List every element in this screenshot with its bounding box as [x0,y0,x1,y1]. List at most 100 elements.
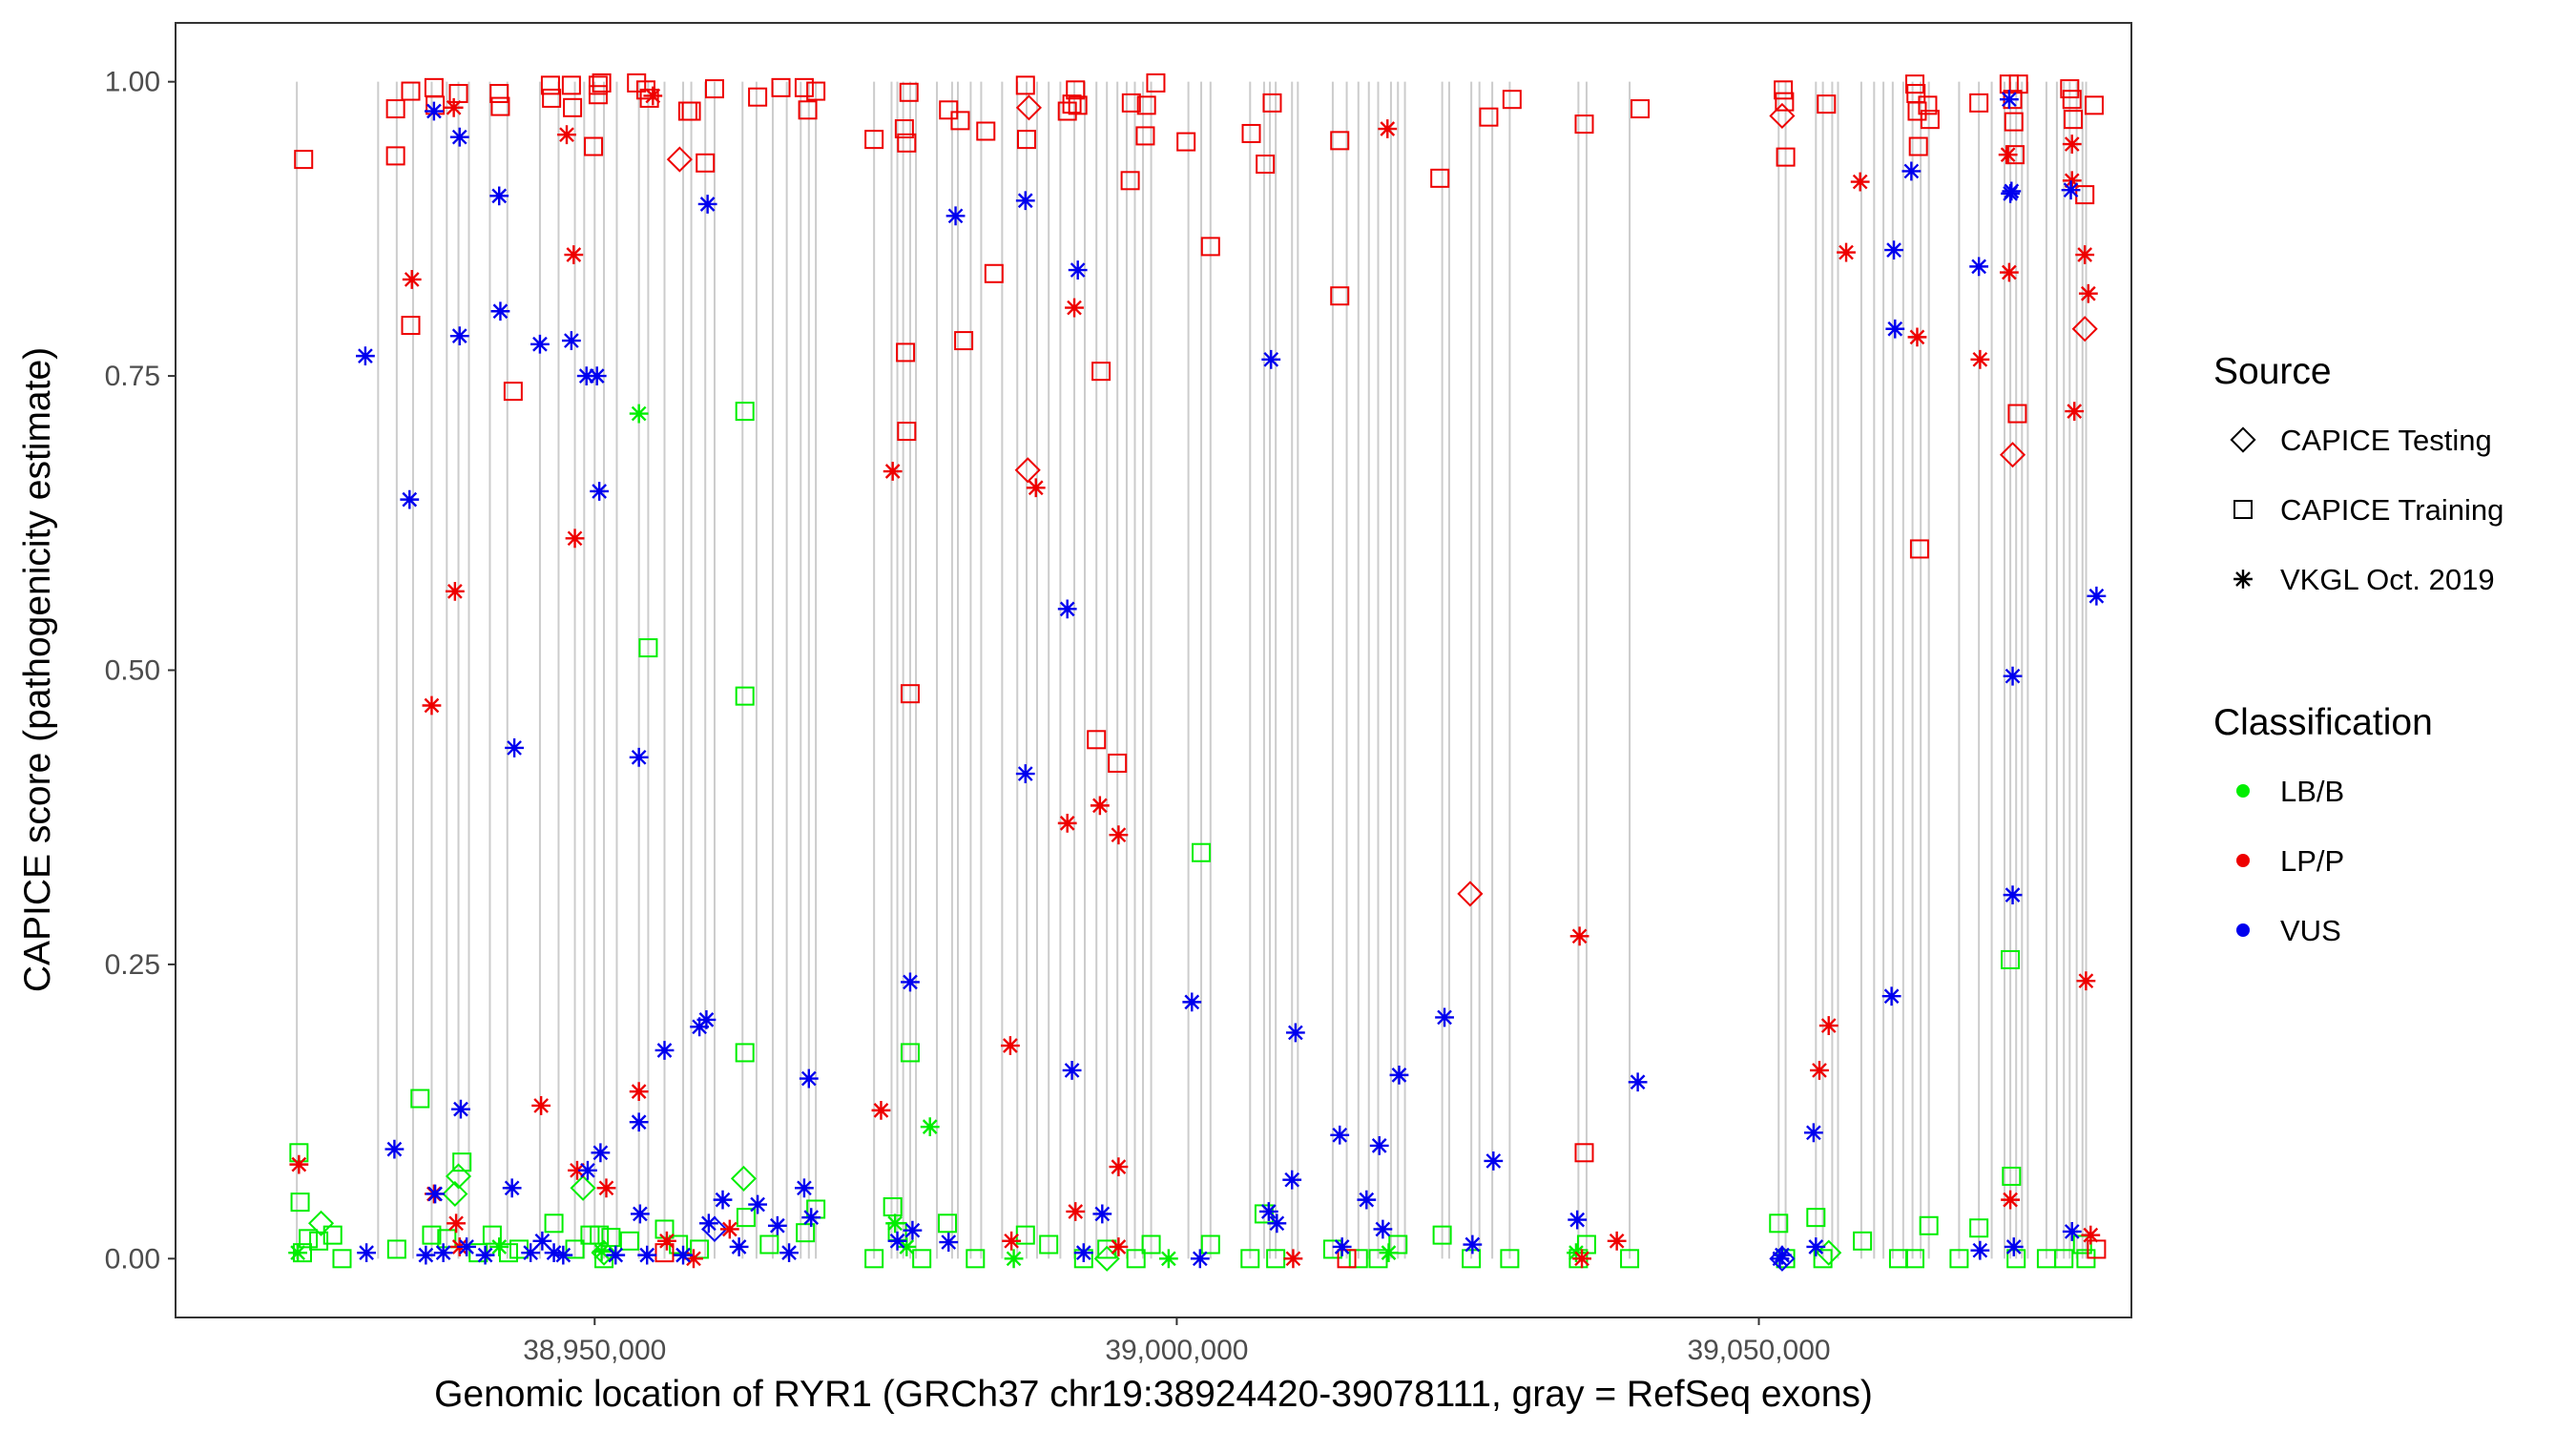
data-point-diamond-lpp [1015,94,1042,121]
data-point-square-lbb [1806,1208,1826,1228]
data-point-asterisk-vus [1484,1151,1504,1171]
data-point-square-lbb [386,1239,406,1259]
data-point-square-lbb [1192,842,1212,862]
data-point-square-lpp [894,119,914,139]
data-point-square-lpp [939,100,959,120]
data-point-asterisk-lpp [1001,1036,1020,1055]
data-point-asterisk-lpp [1999,262,2019,282]
data-point-asterisk-vus [1369,1135,1389,1155]
data-point-square-lbb [2001,949,2021,969]
data-point-asterisk-lpp [402,270,422,289]
data-point-square-lbb [1769,1213,1789,1234]
x-tick-label: 39,050,000 [1687,1335,1830,1366]
data-point-diamond-lpp [1014,457,1041,484]
data-point-asterisk-vus [1884,240,1903,259]
data-point-asterisk-vus [502,1178,522,1198]
data-point-asterisk-vus [1628,1072,1648,1092]
data-point-diamond-lbb [1093,1245,1120,1272]
data-point-asterisk-vus [690,1017,710,1037]
data-point-square-lpp [401,81,421,101]
data-point-asterisk-lpp [657,1231,676,1251]
data-point-square-lpp [1430,168,1450,188]
data-point-asterisk-vus [576,366,596,385]
data-point-square-lpp [1135,126,1155,146]
data-point-asterisk-lpp [531,1096,551,1115]
data-point-asterisk-vus [561,331,581,350]
data-point-square-lbb [437,1229,457,1249]
data-point-square-lpp [1121,93,1141,113]
data-point-asterisk-vus [1073,1243,1093,1263]
data-point-asterisk-lpp [2078,283,2098,303]
data-point-square-lpp [748,87,768,107]
data-point-asterisk-vus [1330,1125,1350,1145]
data-point-asterisk-lpp [629,1082,649,1102]
data-point-square-lbb [299,1229,319,1249]
data-point-diamond-lbb [730,1165,758,1192]
x-axis-title: Genomic location of RYR1 (GRCh37 chr19:3… [434,1374,1873,1415]
data-point-asterisk-vus [2002,181,2022,201]
data-point-square-lpp [2084,95,2104,115]
data-point-square-lpp [1817,94,1837,114]
data-point-asterisk-vus [1773,1245,1792,1265]
legend-key-lbb [2236,784,2250,798]
data-point-asterisk-vus [1881,986,1901,1006]
data-point-asterisk-vus [1568,1210,1588,1230]
data-point-asterisk-lpp [565,529,585,549]
data-point-square-lbb [332,1249,352,1269]
legend-label: LP/P [2280,844,2344,878]
data-point-asterisk-lpp [557,125,576,145]
data-point-square-lpp [1909,539,1929,559]
exon-layer [296,81,2088,1259]
data-point-square-lbb [619,1231,639,1251]
data-point-diamond-lbb [307,1210,335,1236]
data-point-square-lpp [1146,73,1166,93]
data-point-square-lbb [565,1239,585,1259]
data-point-asterisk-lbb [489,1237,509,1256]
data-point-asterisk-lpp [1569,926,1589,946]
data-point-asterisk-vus [400,489,420,509]
data-point-asterisk-lpp [564,245,584,264]
data-point-asterisk-lpp [1572,1249,1591,1269]
data-point-diamond-lbb [445,1163,472,1190]
data-point-asterisk-vus [449,127,469,147]
data-point-asterisk-vus [591,1143,611,1163]
data-point-asterisk-vus [795,1178,814,1198]
data-point-diamond-lbb [591,1239,617,1266]
data-point-asterisk-vus [1062,1061,1082,1080]
data-point-asterisk-vus [630,1204,650,1224]
data-point-asterisk-lpp [1970,349,1990,369]
data-point-square-lbb [735,686,755,706]
data-point-asterisk-lpp [1998,145,2018,165]
data-point-asterisk-vus [801,1208,821,1228]
data-point-asterisk-lpp [883,462,903,481]
legend-key-square [2233,500,2253,519]
data-point-asterisk-lpp [289,1154,309,1174]
data-point-asterisk-vus [1285,1023,1305,1043]
data-point-asterisk-lpp [445,581,465,601]
data-point-asterisk-lpp [1810,1061,1829,1080]
data-point-asterisk-lpp [1837,242,1856,262]
data-point-asterisk-lpp [447,1213,466,1234]
data-point-square-lbb [410,1089,430,1109]
data-point-asterisk-lpp [1818,1016,1839,1035]
data-point-asterisk-lpp [719,1219,739,1239]
data-point-square-lpp [1918,95,1938,115]
data-point-asterisk-vus [729,1237,749,1256]
data-point-asterisk-vus [1969,257,1989,277]
data-point-square-lpp [1479,107,1499,127]
data-point-square-lpp [503,382,523,402]
data-point-square-lbb [1039,1234,1059,1255]
data-point-asterisk-vus [779,1243,799,1263]
y-tick-label: 0.75 [105,361,160,392]
data-point-square-lpp [490,96,510,116]
data-point-square-lbb [590,1225,610,1245]
data-point-asterisk-vus [1182,992,1202,1012]
legend-label: CAPICE Training [2280,493,2503,527]
data-point-square-lpp [2063,110,2083,130]
data-point-square-lbb [900,1043,920,1063]
data-point-asterisk-vus [1803,1123,1823,1143]
data-point-square-lbb [864,1249,884,1269]
data-point-square-lpp [401,316,421,336]
